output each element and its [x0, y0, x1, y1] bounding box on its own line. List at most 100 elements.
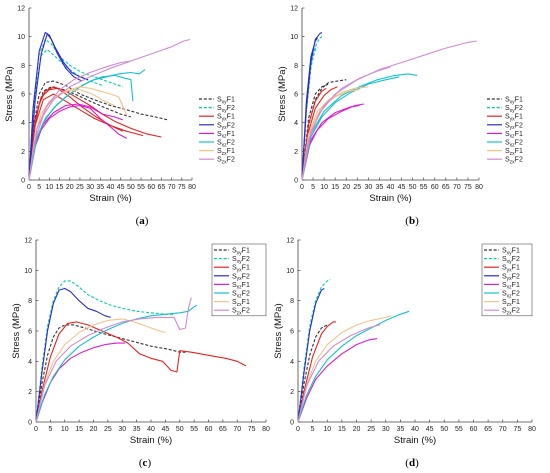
legend-entry: SxzF1: [217, 131, 235, 140]
legend-entry: SzxF2: [505, 157, 523, 166]
x-tick-label: 70: [499, 426, 507, 433]
x-tick-label: 75: [248, 426, 256, 433]
y-tick-label: 6: [294, 92, 298, 99]
legend-suffix: F1: [242, 299, 250, 306]
legend-suffix: F2: [227, 105, 235, 112]
legend-subscript: yx: [222, 117, 228, 123]
legend-symbol: S: [232, 265, 237, 272]
x-tick-label: 0: [300, 184, 304, 191]
legend-symbol: S: [217, 122, 222, 129]
y-tick-label: 2: [294, 149, 298, 156]
legend-entry: SxyF1: [232, 248, 250, 257]
legend-entry: SzxF1: [217, 148, 235, 157]
panel-label-close: ): [145, 215, 149, 227]
x-tick-label: 45: [117, 184, 125, 191]
x-tick-label: 55: [190, 426, 198, 433]
legend-subscript: xy: [222, 108, 228, 114]
x-tick-label: 50: [409, 184, 417, 191]
legend-suffix: F2: [227, 122, 235, 129]
legend-subscript: zx: [510, 160, 516, 166]
legend-entry: SyxF2: [502, 273, 520, 282]
legend-suffix: F2: [515, 122, 523, 129]
series-line-sxz-f2: [35, 304, 198, 423]
x-tick-label: 45: [426, 426, 434, 433]
x-tick-label: 35: [376, 184, 384, 191]
x-tick-label: 70: [453, 184, 461, 191]
legend-suffix: F1: [227, 148, 235, 155]
legend-symbol: S: [232, 256, 237, 263]
series-line-szx-f1: [35, 318, 166, 423]
x-tick-label: 30: [86, 184, 94, 191]
y-tick-label: 4: [294, 120, 298, 127]
y-tick-label: 12: [24, 238, 32, 245]
y-tick-label: 8: [21, 63, 25, 70]
legend-suffix: F2: [515, 105, 523, 112]
legend-symbol: S: [502, 273, 507, 280]
legend-entry: SyxF2: [505, 122, 523, 131]
series-line-syx-f1: [35, 321, 247, 423]
series-line-sxy-f1: [297, 324, 328, 423]
panel-label-letter: b: [409, 215, 415, 227]
x-tick-label: 5: [311, 184, 315, 191]
legend-subscript: zx: [222, 151, 228, 157]
series-line-syx-f2: [35, 287, 111, 423]
legend-entry: SyxF2: [217, 122, 235, 131]
x-tick-label: 10: [45, 184, 53, 191]
series-line-szx-f2: [301, 66, 391, 181]
legend-subscript: xy: [507, 259, 513, 265]
legend-suffix: F1: [512, 299, 520, 306]
series-line-sxz-f2: [28, 69, 146, 181]
legend-suffix: F1: [515, 131, 523, 138]
legend-suffix: F1: [515, 97, 523, 104]
legend-suffix: F1: [227, 114, 235, 121]
legend-symbol: S: [502, 248, 507, 255]
legend-subscript: xy: [510, 99, 516, 105]
x-axis-label: Strain (%): [89, 193, 131, 204]
legend-suffix: F1: [227, 97, 235, 104]
x-tick-label: 65: [158, 184, 166, 191]
legend-entry: SxyF2: [232, 256, 250, 265]
x-axis-label: Strain (%): [130, 435, 172, 446]
panel-label-close: ): [415, 215, 419, 227]
x-tick-label: 0: [34, 426, 38, 433]
legend-suffix: F2: [242, 308, 250, 315]
x-tick-label: 15: [338, 426, 346, 433]
legend-entry: SxyF1: [505, 97, 523, 106]
legend-symbol: S: [217, 131, 222, 138]
legend-subscript: zx: [507, 311, 513, 317]
y-tick-label: 2: [290, 389, 294, 396]
chart-panel-d: 0 2 4 6 8 10 12 0 5 10 15 20 25 30 35 40 45 50 55 60 65 70 75 8…: [273, 238, 536, 470]
y-tick-label: 4: [21, 120, 25, 127]
legend-entry: SxzF1: [232, 282, 250, 291]
x-tick-label: 0: [27, 184, 31, 191]
series-line-syx-f1: [28, 93, 123, 181]
x-tick-label: 35: [96, 184, 104, 191]
legend-suffix: F1: [512, 248, 520, 255]
legend-entry: SyxF1: [505, 114, 523, 123]
x-tick-label: 40: [107, 184, 115, 191]
series-line-syx-f1: [297, 321, 336, 423]
legend-symbol: S: [502, 265, 507, 272]
x-tick-label: 80: [262, 426, 270, 433]
series-group: [297, 278, 410, 423]
legend-subscript: zx: [237, 302, 243, 308]
y-tick-label: 0: [28, 420, 32, 427]
legend-symbol: S: [217, 114, 222, 121]
legend-suffix: F1: [242, 248, 250, 255]
legend-entry: SyxF1: [217, 114, 235, 123]
series-line-szx-f2: [28, 60, 131, 181]
legend-entry: SxyF2: [217, 105, 235, 114]
legend-suffix: F1: [512, 282, 520, 289]
series-line-syx-f1: [301, 87, 327, 181]
series-line-sxy-f1: [28, 80, 168, 181]
x-tick-label: 25: [104, 426, 112, 433]
y-tick-label: 0: [290, 420, 294, 427]
legend-suffix: F2: [512, 308, 520, 315]
legend-subscript: yx: [222, 125, 228, 131]
legend-symbol: S: [232, 282, 237, 289]
panel-label: (b): [405, 215, 419, 227]
legend-entry: SzxF1: [502, 299, 520, 308]
legend-entry: SzxF1: [505, 148, 523, 157]
